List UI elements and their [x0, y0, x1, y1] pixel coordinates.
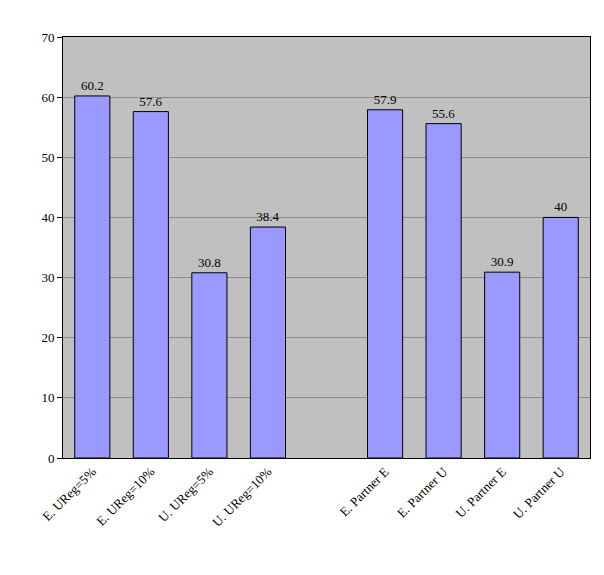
svg-text:55.6: 55.6: [432, 106, 455, 121]
svg-text:U. Partner U: U. Partner U: [510, 464, 568, 522]
svg-text:57.6: 57.6: [139, 94, 162, 109]
svg-text:10: 10: [41, 390, 54, 405]
svg-text:20: 20: [41, 330, 54, 345]
svg-text:38.4: 38.4: [256, 209, 279, 224]
svg-text:E. Partner E: E. Partner E: [337, 464, 392, 519]
svg-text:0: 0: [48, 451, 55, 466]
svg-text:E. Partner U: E. Partner U: [394, 464, 451, 521]
svg-text:57.9: 57.9: [374, 92, 397, 107]
svg-text:50: 50: [41, 150, 54, 165]
svg-text:U. UReg=5%: U. UReg=5%: [155, 464, 216, 525]
svg-text:40: 40: [554, 199, 567, 214]
svg-text:U. Partner E: U. Partner E: [453, 464, 509, 520]
svg-text:30.8: 30.8: [198, 255, 221, 270]
svg-text:E. UReg=10%: E. UReg=10%: [93, 464, 157, 528]
svg-text:60.2: 60.2: [81, 78, 104, 93]
svg-text:30.9: 30.9: [491, 254, 514, 269]
svg-text:E. UReg=5%: E. UReg=5%: [39, 464, 99, 524]
svg-text:U. UReg=10%: U. UReg=10%: [209, 464, 274, 529]
svg-text:60: 60: [41, 90, 54, 105]
svg-text:40: 40: [41, 210, 54, 225]
svg-text:30: 30: [41, 270, 54, 285]
svg-text:70: 70: [41, 30, 54, 45]
